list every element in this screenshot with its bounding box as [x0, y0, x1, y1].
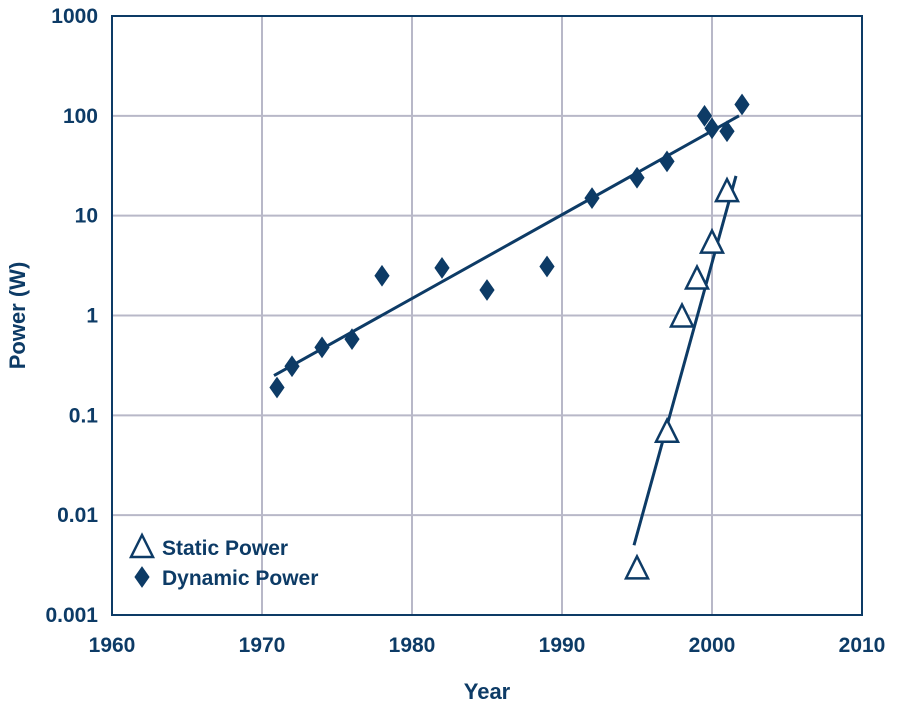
dynamic-power-point	[314, 336, 330, 359]
static-power-point	[623, 553, 651, 580]
y-tick-label: 0.01	[57, 504, 98, 527]
x-tick-label: 1960	[89, 634, 136, 657]
plot-frame	[111, 15, 863, 616]
dynamic-power-point	[269, 376, 285, 399]
data-points	[269, 93, 750, 580]
legend-diamond-icon	[134, 566, 150, 588]
legend-static-marker	[128, 532, 156, 559]
dynamic-power-point	[434, 256, 450, 279]
static-power-trendline	[632, 175, 738, 546]
x-tick-label: 2010	[839, 634, 886, 657]
x-tick-label: 1980	[389, 634, 436, 657]
dynamic-power-point	[719, 120, 735, 143]
dynamic-power-point	[734, 93, 750, 116]
dynamic-power-point	[584, 187, 600, 209]
y-tick-label: 0.1	[69, 404, 99, 427]
y-tick-label: 10	[75, 205, 98, 228]
y-tick-label: 100	[63, 105, 98, 128]
x-tick-label: 2000	[689, 634, 736, 657]
dynamic-power-point	[539, 255, 555, 278]
y-tick-label: 0.001	[45, 604, 98, 627]
x-axis-title: Year	[464, 679, 511, 704]
static-power-point	[698, 227, 726, 254]
x-tick-label: 1970	[239, 634, 286, 657]
dynamic-power-point	[659, 150, 675, 173]
dynamic-power-point	[704, 117, 720, 140]
legend: Static Power Dynamic Power	[128, 532, 318, 590]
static-power-point	[668, 301, 696, 328]
dynamic-power-point	[344, 328, 360, 350]
dynamic-power-point	[629, 166, 645, 189]
y-axis-title: Power (W)	[5, 262, 30, 370]
y-tick-label: 1000	[51, 5, 98, 28]
dynamic-power-point	[374, 264, 390, 287]
trendlines	[273, 114, 740, 546]
legend-dynamic-label: Dynamic Power	[162, 567, 318, 590]
y-tick-label: 1	[86, 305, 98, 328]
static-power-point	[713, 176, 741, 203]
tick-labels: 1960 1970 1980 1990 2000 2010 0.001 0.01 0.1 1 10 1…	[45, 5, 885, 657]
dynamic-power-point	[479, 279, 495, 301]
dynamic-power-point	[284, 355, 300, 378]
legend-static-label: Static Power	[162, 537, 288, 560]
x-tick-label: 1990	[539, 634, 586, 657]
grid-lines	[112, 16, 862, 615]
dynamic-power-point	[696, 104, 713, 127]
static-power-point	[683, 263, 711, 290]
legend-triangle-icon	[128, 532, 156, 559]
legend-dynamic-marker	[134, 566, 150, 588]
static-power-point	[653, 417, 681, 444]
